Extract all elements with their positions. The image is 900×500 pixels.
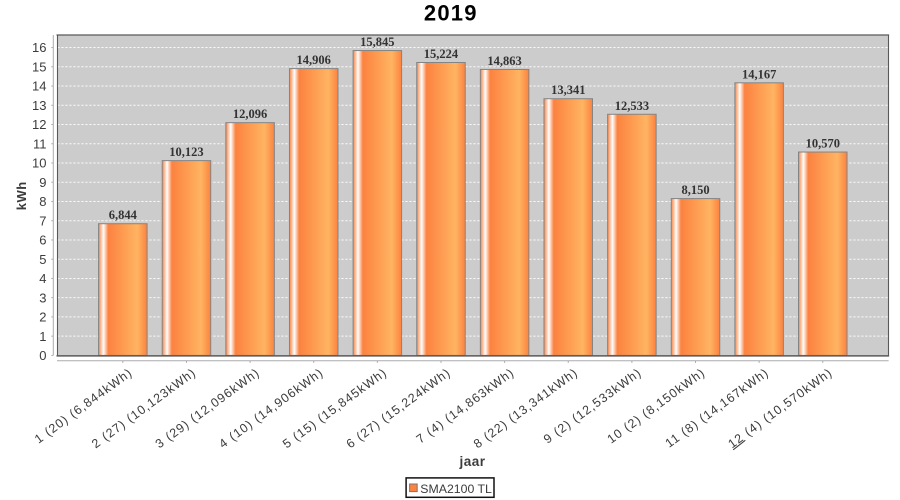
svg-text:12,096: 12,096 [233,107,267,121]
svg-text:14,863: 14,863 [487,54,521,68]
svg-text:11: 11 [33,136,47,151]
svg-text:2: 2 [39,310,46,325]
svg-text:10: 10 [32,156,46,171]
svg-text:9: 9 [39,175,46,190]
svg-text:2019: 2019 [424,0,478,25]
svg-text:7: 7 [39,213,46,228]
svg-text:kWh: kWh [14,181,29,210]
svg-text:3: 3 [39,290,46,305]
svg-text:14: 14 [32,79,46,94]
svg-text:12: 12 [32,117,46,132]
svg-text:4: 4 [39,271,46,286]
svg-text:15,845: 15,845 [360,35,394,49]
svg-text:8: 8 [39,194,46,209]
svg-text:6,844: 6,844 [109,208,138,222]
svg-text:1: 1 [39,329,46,344]
svg-text:SMA2100 TL: SMA2100 TL [420,482,492,496]
svg-text:6: 6 [39,233,46,248]
svg-text:14,906: 14,906 [297,53,331,67]
svg-text:13,341: 13,341 [551,83,585,97]
svg-text:0: 0 [39,348,46,363]
svg-text:15,224: 15,224 [424,47,459,61]
svg-text:14,167: 14,167 [742,67,776,81]
svg-text:8,150: 8,150 [681,183,709,197]
svg-text:5: 5 [39,252,46,267]
svg-text:12,533: 12,533 [615,99,649,113]
svg-text:16: 16 [32,40,46,55]
svg-text:15: 15 [32,59,46,74]
svg-text:10,123: 10,123 [169,145,203,159]
svg-text:jaar: jaar [458,454,485,469]
svg-text:10,570: 10,570 [806,137,840,151]
svg-text:13: 13 [32,98,46,113]
